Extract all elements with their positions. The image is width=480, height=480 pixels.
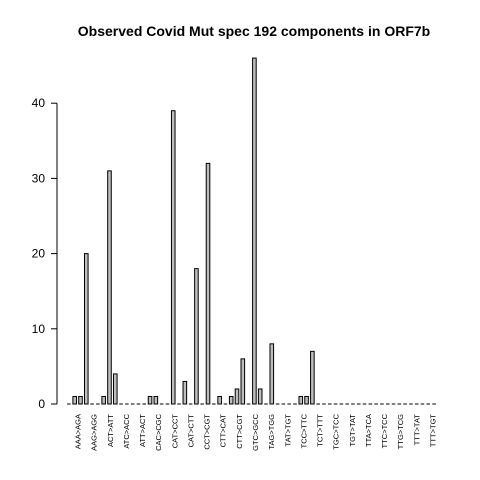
bar-aag-to-agg bbox=[78, 395, 83, 405]
x-tick-label: TCC>TTC bbox=[299, 413, 308, 448]
bar-aac-to-agc bbox=[72, 395, 77, 405]
x-tick-label: CAC>CGC bbox=[154, 413, 163, 450]
x-tick-label: TGC>TCC bbox=[332, 413, 341, 449]
x-tick-label: TTC>TCC bbox=[380, 413, 389, 448]
y-axis: 0 10 20 30 40 bbox=[32, 96, 58, 411]
bar-cta-to-cca bbox=[228, 395, 234, 405]
bar-cca-to-cta bbox=[182, 380, 188, 405]
y-tick-label: 0 bbox=[38, 397, 45, 411]
bar-acg-to-atg bbox=[101, 395, 106, 405]
bar-gga-to-gaa bbox=[298, 395, 304, 405]
x-tick-label: AAG>AGG bbox=[90, 414, 99, 451]
x-axis: AAA>AGA AAG>AGG ACT>ATT ATC>ACC ATT>ACT CAC>C… bbox=[74, 413, 438, 450]
y-tick-label: 20 bbox=[32, 247, 46, 261]
x-tick-label: TAT>TGT bbox=[283, 414, 292, 447]
x-tick-label: AAA>AGA bbox=[74, 414, 83, 449]
x-tick-label: CAT>CTT bbox=[186, 414, 195, 448]
x-tick-label: CCT>CGT bbox=[203, 414, 212, 450]
bar-att-to-act bbox=[153, 395, 159, 405]
x-tick-label: CTT>CGT bbox=[235, 414, 244, 449]
x-tick-label: ATT>ACT bbox=[138, 414, 147, 447]
x-tick-label: TTT>TAT bbox=[412, 414, 421, 446]
chart-title: Observed Covid Mut spec 192 components i… bbox=[78, 23, 430, 39]
y-tick-label: 40 bbox=[32, 96, 46, 110]
bar-gac-to-ggc bbox=[257, 388, 263, 405]
bar-act-to-att bbox=[107, 170, 112, 405]
bar-gaa-to-gga bbox=[252, 57, 257, 405]
x-tick-label: GTC>GCC bbox=[251, 413, 260, 450]
bar-cag-to-cgg bbox=[170, 110, 176, 405]
bar-gat-to-ggt bbox=[269, 343, 275, 405]
bar-ggg-to-gag bbox=[310, 350, 315, 405]
bar-atg-to-acg bbox=[147, 395, 153, 405]
x-tick-label: TTA>TCA bbox=[364, 414, 373, 447]
x-tick-label: TTT>TGT bbox=[429, 414, 438, 448]
x-tick-label: ACT>ATT bbox=[106, 414, 115, 447]
y-tick-label: 10 bbox=[32, 322, 46, 336]
x-tick-label: CTT>CAT bbox=[219, 414, 228, 448]
x-tick-label: TTG>TCG bbox=[396, 414, 405, 449]
x-tick-label: ATC>ACC bbox=[122, 413, 131, 448]
bar-ggc-to-gac bbox=[304, 395, 309, 405]
bar-ctg-to-ccg bbox=[240, 358, 246, 405]
bar-cga-to-caa bbox=[205, 162, 211, 405]
bar-ccg-to-ctg bbox=[194, 268, 199, 405]
bar-ctc-to-ccc bbox=[234, 388, 240, 405]
bar-aga-to-aaa bbox=[112, 373, 118, 405]
bar-cgg-to-cag bbox=[217, 395, 222, 405]
bars bbox=[67, 57, 436, 405]
x-tick-label: TGT>TAT bbox=[348, 414, 357, 447]
x-tick-label: TCT>TTT bbox=[316, 414, 325, 447]
bar-aat-to-agt bbox=[83, 253, 89, 405]
x-tick-label: TAG>TGG bbox=[267, 414, 276, 450]
x-tick-label: CAT>CCT bbox=[170, 414, 179, 449]
y-tick-label: 30 bbox=[32, 171, 46, 185]
